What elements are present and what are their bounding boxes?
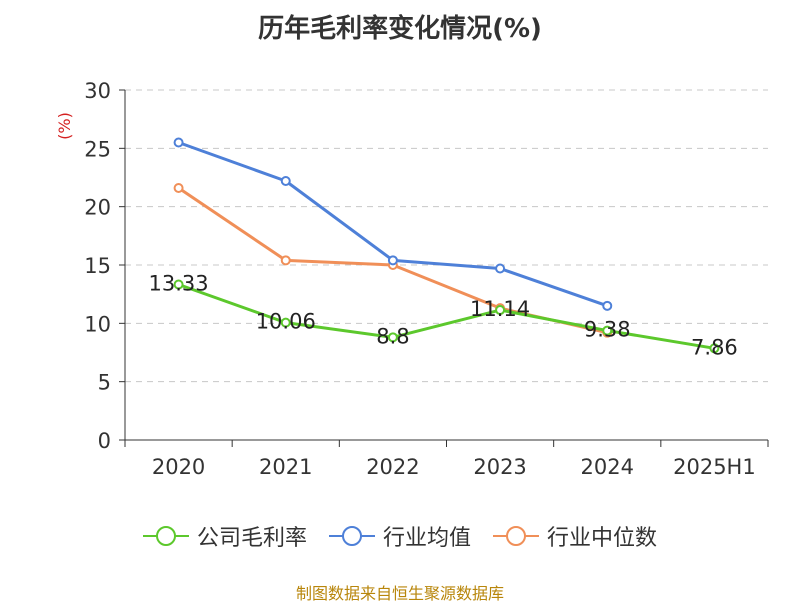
series-line-1	[178, 141, 608, 308]
data-point-0	[280, 317, 291, 328]
data-label: 13.33	[149, 271, 209, 295]
legend-swatch-industry-median	[493, 526, 539, 546]
data-point-1	[602, 300, 613, 311]
data-point-0	[709, 343, 720, 354]
y-tick-label: 0	[98, 429, 111, 453]
legend-item-industry-mean[interactable]: 行业均值	[328, 520, 471, 552]
x-tick-label: 2024	[581, 455, 634, 479]
data-label: 8.8	[376, 324, 409, 348]
series-line-0	[178, 283, 715, 350]
x-tick-label: 2023	[473, 455, 526, 479]
data-point-0	[387, 332, 398, 343]
y-tick-label: 10	[84, 312, 111, 336]
data-label: 10.06	[256, 310, 316, 334]
legend-swatch-company	[142, 526, 189, 546]
data-point-0	[495, 305, 506, 316]
data-label: 9.38	[584, 318, 631, 342]
y-tick-label: 30	[84, 79, 111, 103]
y-tick-label: 25	[84, 137, 111, 161]
x-tick-label: 2021	[259, 455, 312, 479]
legend: 公司毛利率 行业均值 行业中位数	[0, 520, 800, 552]
data-label: 7.86	[691, 335, 738, 359]
data-point-1	[495, 263, 506, 274]
legend-item-industry-median[interactable]: 行业中位数	[493, 520, 657, 552]
legend-swatch-industry-mean	[328, 526, 375, 546]
legend-label-industry-median: 行业中位数	[547, 526, 658, 551]
y-axis-label: (%)	[55, 112, 74, 140]
data-point-1	[173, 137, 184, 148]
legend-item-company[interactable]: 公司毛利率	[142, 520, 307, 552]
data-point-2	[280, 255, 291, 266]
chart-title: 历年毛利率变化情况(%)	[258, 14, 542, 44]
legend-label-industry-mean: 行业均值	[382, 526, 471, 551]
data-point-1	[280, 176, 291, 186]
source-note: 制图数据来自恒生聚源数据库	[295, 584, 504, 603]
x-tick-label: 2022	[366, 455, 419, 479]
x-tick-label: 2025H1	[673, 455, 756, 479]
legend-label-company: 公司毛利率	[196, 526, 307, 551]
data-point-1	[387, 255, 398, 266]
y-tick-label: 15	[84, 254, 111, 278]
x-tick-label: 2020	[152, 455, 205, 479]
data-point-2	[173, 183, 184, 193]
data-point-0	[602, 325, 613, 336]
y-tick-label: 5	[98, 371, 111, 395]
data-point-0	[173, 279, 184, 290]
data-label: 11.14	[470, 297, 530, 321]
y-tick-label: 20	[84, 196, 111, 220]
